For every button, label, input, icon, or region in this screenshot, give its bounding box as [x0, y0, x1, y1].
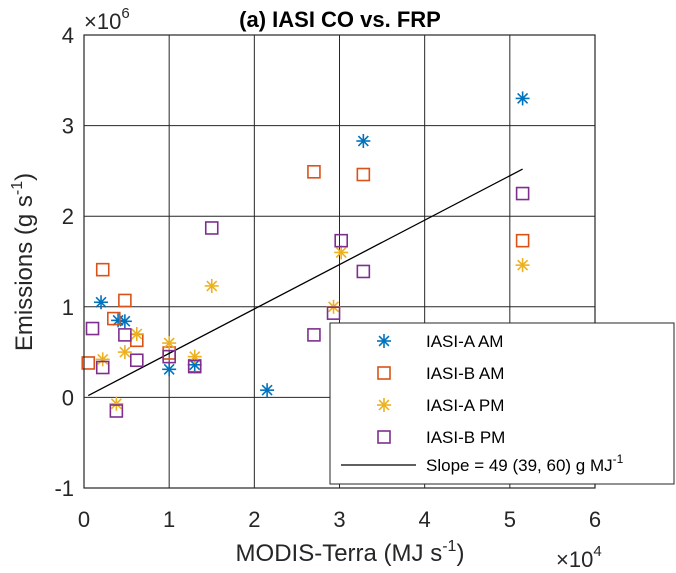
- point-iasi-b-pm: [204, 221, 219, 235]
- point-iasi-b-am: [356, 167, 371, 182]
- point-iasi-a-am: [162, 362, 177, 377]
- point-iasi-b-pm: [515, 186, 530, 201]
- y-tick-labels: -1 0 1 2 3 4: [54, 23, 74, 501]
- legend-marker-iasi-b-pm: [377, 430, 391, 444]
- point-iasi-a-pm: [117, 345, 132, 360]
- fit-line: [87, 168, 523, 397]
- point-iasi-a-pm: [162, 336, 177, 351]
- y-tick-label: -1: [54, 476, 74, 501]
- point-iasi-b-am: [515, 233, 530, 248]
- point-iasi-b-pm: [85, 321, 100, 336]
- point-iasi-a-pm: [204, 278, 219, 293]
- x-tick-label: 3: [333, 507, 345, 532]
- point-iasi-b-am: [307, 165, 321, 179]
- point-iasi-a-pm: [129, 326, 144, 341]
- data-markers: [81, 91, 530, 418]
- fit-line-group: [87, 168, 523, 397]
- point-iasi-b-pm: [326, 306, 341, 320]
- legend-label-iasi-a-pm: IASI-A PM: [426, 396, 504, 415]
- point-iasi-b-pm: [109, 404, 124, 418]
- legend-label-iasi-a-am: IASI-A AM: [426, 332, 503, 351]
- point-iasi-b-pm: [356, 264, 371, 279]
- point-iasi-b-am: [107, 311, 121, 326]
- legend-label-iasi-b-pm: IASI-B PM: [426, 428, 505, 447]
- y-axis-multiplier: ×106: [84, 5, 130, 34]
- y-tick-label: 1: [62, 295, 74, 320]
- legend-box: [329, 322, 675, 485]
- point-iasi-b-pm: [130, 353, 144, 368]
- point-iasi-a-am: [94, 295, 109, 310]
- point-iasi-a-am: [187, 357, 202, 372]
- x-tick-labels: 0 1 2 3 4 5 6: [78, 507, 601, 532]
- point-iasi-b-am: [81, 356, 96, 370]
- legend-marker-iasi-a-pm: [377, 398, 391, 412]
- x-axis-multiplier: ×104: [556, 543, 602, 572]
- chart-title: (a) IASI CO vs. FRP: [239, 7, 441, 32]
- point-iasi-a-pm: [95, 352, 110, 367]
- x-axis-label: MODIS-Terra (MJ s-1): [236, 538, 465, 567]
- y-tick-label: 2: [62, 204, 74, 229]
- point-iasi-b-pm: [95, 360, 110, 375]
- x-tick-label: 6: [589, 507, 601, 532]
- legend: IASI-A AM IASI-B AM IASI-A PM IASI-B PM Slop…: [329, 322, 675, 485]
- point-iasi-a-pm: [109, 396, 124, 411]
- point-iasi-b-am: [118, 293, 132, 308]
- point-iasi-b-pm: [118, 328, 132, 342]
- x-tick-label: 0: [78, 507, 90, 532]
- y-tick-label: 4: [62, 23, 74, 48]
- point-iasi-a-am: [515, 91, 530, 106]
- point-iasi-a-pm: [334, 245, 349, 260]
- x-tick-label: 5: [504, 507, 516, 532]
- plot-area-border: [83, 34, 596, 489]
- point-iasi-b-pm: [162, 349, 176, 364]
- y-tick-label: 0: [62, 385, 74, 410]
- point-iasi-a-am: [260, 383, 275, 398]
- x-tick-label: 2: [248, 507, 260, 532]
- point-iasi-b-pm: [187, 359, 202, 374]
- x-tick-label: 4: [419, 507, 431, 532]
- point-iasi-b-pm: [334, 233, 349, 248]
- y-tick-label: 3: [62, 114, 74, 139]
- x-tick-label: 1: [163, 507, 175, 532]
- point-iasi-b-am: [95, 262, 110, 277]
- legend-label-iasi-b-am: IASI-B AM: [426, 364, 504, 383]
- legend-marker-iasi-b-am: [377, 366, 391, 380]
- y-axis-label: Emissions (g s-1): [9, 173, 38, 351]
- point-iasi-a-pm: [187, 349, 202, 364]
- point-iasi-a-am: [356, 134, 371, 149]
- point-iasi-a-pm: [515, 258, 530, 273]
- point-iasi-b-pm: [307, 328, 321, 342]
- legend-marker-iasi-a-am: [377, 334, 391, 348]
- legend-label-fit-line: Slope = 49 (39, 60) g MJ-1: [426, 452, 624, 475]
